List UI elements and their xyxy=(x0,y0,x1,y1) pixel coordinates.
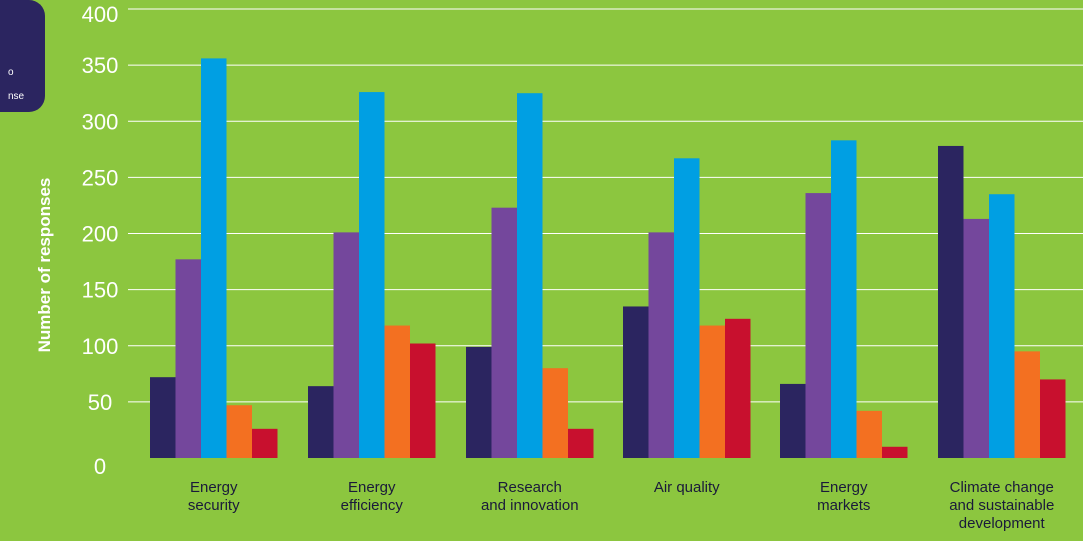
legend-text-line1: o xyxy=(8,67,14,78)
x-category-label: Energy xyxy=(348,479,396,496)
bar xyxy=(938,145,964,458)
bar xyxy=(226,405,252,458)
bar xyxy=(150,377,176,458)
x-category-label: and innovation xyxy=(481,497,579,514)
x-category-label: Energy xyxy=(820,479,868,496)
bar xyxy=(674,158,700,459)
bar xyxy=(699,325,725,458)
bar xyxy=(466,346,492,458)
y-tick-label: 200 xyxy=(82,222,119,247)
y-tick-label: 100 xyxy=(82,334,119,359)
bar xyxy=(882,446,908,458)
x-category-label: markets xyxy=(817,497,870,514)
bar xyxy=(568,428,594,458)
x-category-label: security xyxy=(188,497,240,514)
x-category-label: efficiency xyxy=(341,497,404,514)
x-category-label: Air quality xyxy=(654,479,720,496)
y-tick-label: 400 xyxy=(82,2,119,27)
bar xyxy=(252,428,278,458)
legend-text-line2: nse xyxy=(8,91,25,102)
bar xyxy=(384,325,410,458)
bar xyxy=(359,92,385,458)
bar xyxy=(805,193,831,458)
bar xyxy=(175,259,201,458)
x-category-label: Climate change xyxy=(950,479,1054,496)
bar xyxy=(308,386,334,458)
y-axis-label: Number of responses xyxy=(35,178,54,353)
bar xyxy=(201,58,227,458)
x-category-label: development xyxy=(959,515,1046,532)
legend-fragment: o nse xyxy=(0,0,45,112)
y-tick-label: 300 xyxy=(82,109,119,134)
x-category-label: Research xyxy=(498,479,562,496)
x-category-label: and sustainable xyxy=(949,497,1054,514)
x-category-label: Energy xyxy=(190,479,238,496)
y-tick-label: 150 xyxy=(82,278,119,303)
bar xyxy=(410,343,436,458)
y-tick-label: 50 xyxy=(88,390,112,415)
bar xyxy=(648,232,674,458)
bar xyxy=(831,140,857,458)
bar xyxy=(856,410,882,458)
bars xyxy=(150,58,1066,459)
bar xyxy=(517,93,543,458)
bar xyxy=(963,218,989,458)
bar xyxy=(989,194,1015,458)
bar xyxy=(333,232,359,458)
gridlines xyxy=(128,8,1083,403)
category-labels: EnergysecurityEnergyefficiencyResearchan… xyxy=(188,479,1054,532)
bar xyxy=(542,368,568,458)
y-tick-label: 350 xyxy=(82,53,119,78)
bar xyxy=(623,306,649,458)
bar xyxy=(1014,351,1040,458)
bar xyxy=(1040,379,1066,458)
legend-box xyxy=(0,0,45,112)
y-tick-labels: 0 50 100 150 200 250 300 350 400 xyxy=(82,2,119,479)
bar xyxy=(491,207,517,458)
y-tick-label: 0 xyxy=(94,454,106,479)
y-tick-label: 250 xyxy=(82,165,119,190)
bar xyxy=(725,318,751,458)
bar xyxy=(780,383,806,458)
